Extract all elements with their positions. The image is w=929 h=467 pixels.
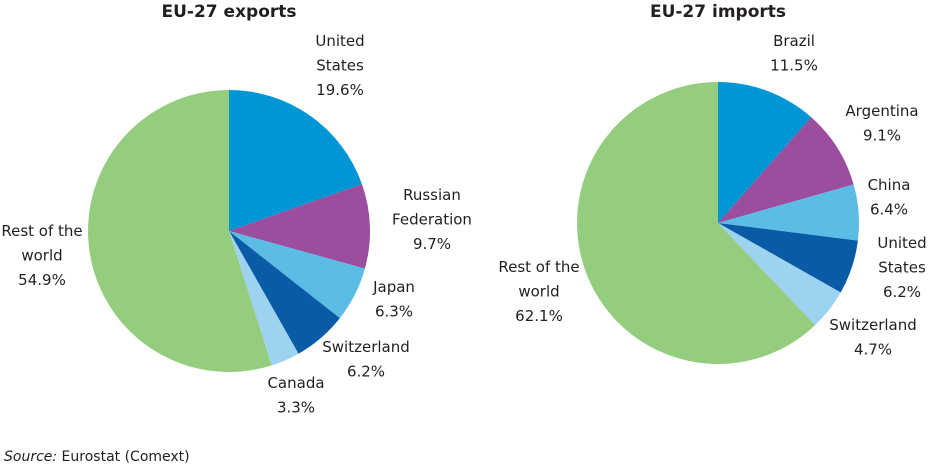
slice-name-label: Russian [403, 186, 461, 204]
pie-slice-russian-federation [229, 184, 371, 269]
slice-label-argentina: Argentina 9.1% [845, 102, 918, 145]
slice-name-label: United [877, 234, 926, 252]
pie-slice-united-states [718, 223, 858, 293]
slice-name-label: world [21, 247, 62, 265]
slice-label-japan: Japan 6.3% [372, 278, 415, 321]
slice-label-russian-federation: Russian Federation 9.7% [392, 186, 472, 253]
slice-name-label: Argentina [845, 102, 918, 120]
slice-name-label: Switzerland [322, 338, 410, 356]
slice-value-label: 11.5% [770, 57, 818, 75]
slice-name-label: Rest of the [1, 222, 82, 240]
pie-slice-switzerland [229, 231, 340, 354]
slice-value-label: 4.7% [854, 341, 892, 359]
slice-label-rest-of-the-world: Rest of the world 54.9% [1, 222, 82, 289]
pie-slice-rest-of-the-world [88, 90, 272, 373]
imports-pie-chart: EU-27 imports Brazil 11.5% Argentina 9.1% Ch… [498, 2, 927, 364]
slice-value-label: 6.4% [870, 201, 908, 219]
pie-slice-rest-of-the-world [577, 82, 816, 364]
slice-value-label: 9.7% [413, 235, 451, 253]
slice-label-united-states: United States 6.2% [877, 234, 926, 301]
source-text: Eurostat (Comext) [57, 449, 190, 465]
slice-name-label: States [316, 57, 364, 75]
pie-slice-brazil [718, 82, 812, 223]
slice-name-label: Brazil [773, 32, 815, 50]
chart-title: EU-27 imports [650, 2, 786, 22]
slice-label-switzerland: Switzerland 4.7% [829, 316, 917, 359]
slice-name-label: States [878, 259, 926, 277]
slice-label-brazil: Brazil 11.5% [770, 32, 818, 75]
slice-name-label: Federation [392, 211, 472, 229]
pie-slice-switzerland [718, 223, 841, 326]
slice-name-label: Rest of the [498, 258, 579, 276]
pie-slice-united-states [229, 90, 362, 231]
slice-name-label: Japan [372, 278, 415, 296]
slice-name-label: United [315, 32, 364, 50]
slice-label-united-states: United States 19.6% [315, 32, 364, 99]
slice-value-label: 6.2% [347, 363, 385, 381]
slice-label-china: China 6.4% [868, 176, 911, 219]
slice-value-label: 9.1% [863, 127, 901, 145]
slice-name-label: China [868, 176, 911, 194]
source-prefix: Source: [4, 449, 58, 465]
slice-value-label: 62.1% [515, 307, 563, 325]
slice-name-label: Switzerland [829, 316, 917, 334]
slice-name-label: world [518, 283, 559, 301]
source-note: Source: Eurostat (Comext) [4, 449, 190, 465]
slice-value-label: 6.2% [883, 283, 921, 301]
exports-pie-chart: EU-27 exports United States 19.6% Russian Fe… [1, 2, 472, 417]
slice-value-label: 54.9% [18, 271, 66, 289]
slice-label-canada: Canada 3.3% [267, 374, 324, 417]
pie-slice-japan [229, 231, 365, 319]
slice-value-label: 6.3% [375, 303, 413, 321]
pie-slice-china [718, 184, 860, 241]
slice-label-switzerland: Switzerland 6.2% [322, 338, 410, 381]
slice-value-label: 3.3% [277, 399, 315, 417]
slice-name-label: Canada [267, 374, 324, 392]
pie-slice-canada [229, 231, 299, 366]
chart-title: EU-27 exports [161, 2, 296, 22]
slice-label-rest-of-the-world: Rest of the world 62.1% [498, 258, 579, 325]
slice-value-label: 19.6% [316, 81, 364, 99]
pie-slice-argentina [718, 117, 854, 223]
